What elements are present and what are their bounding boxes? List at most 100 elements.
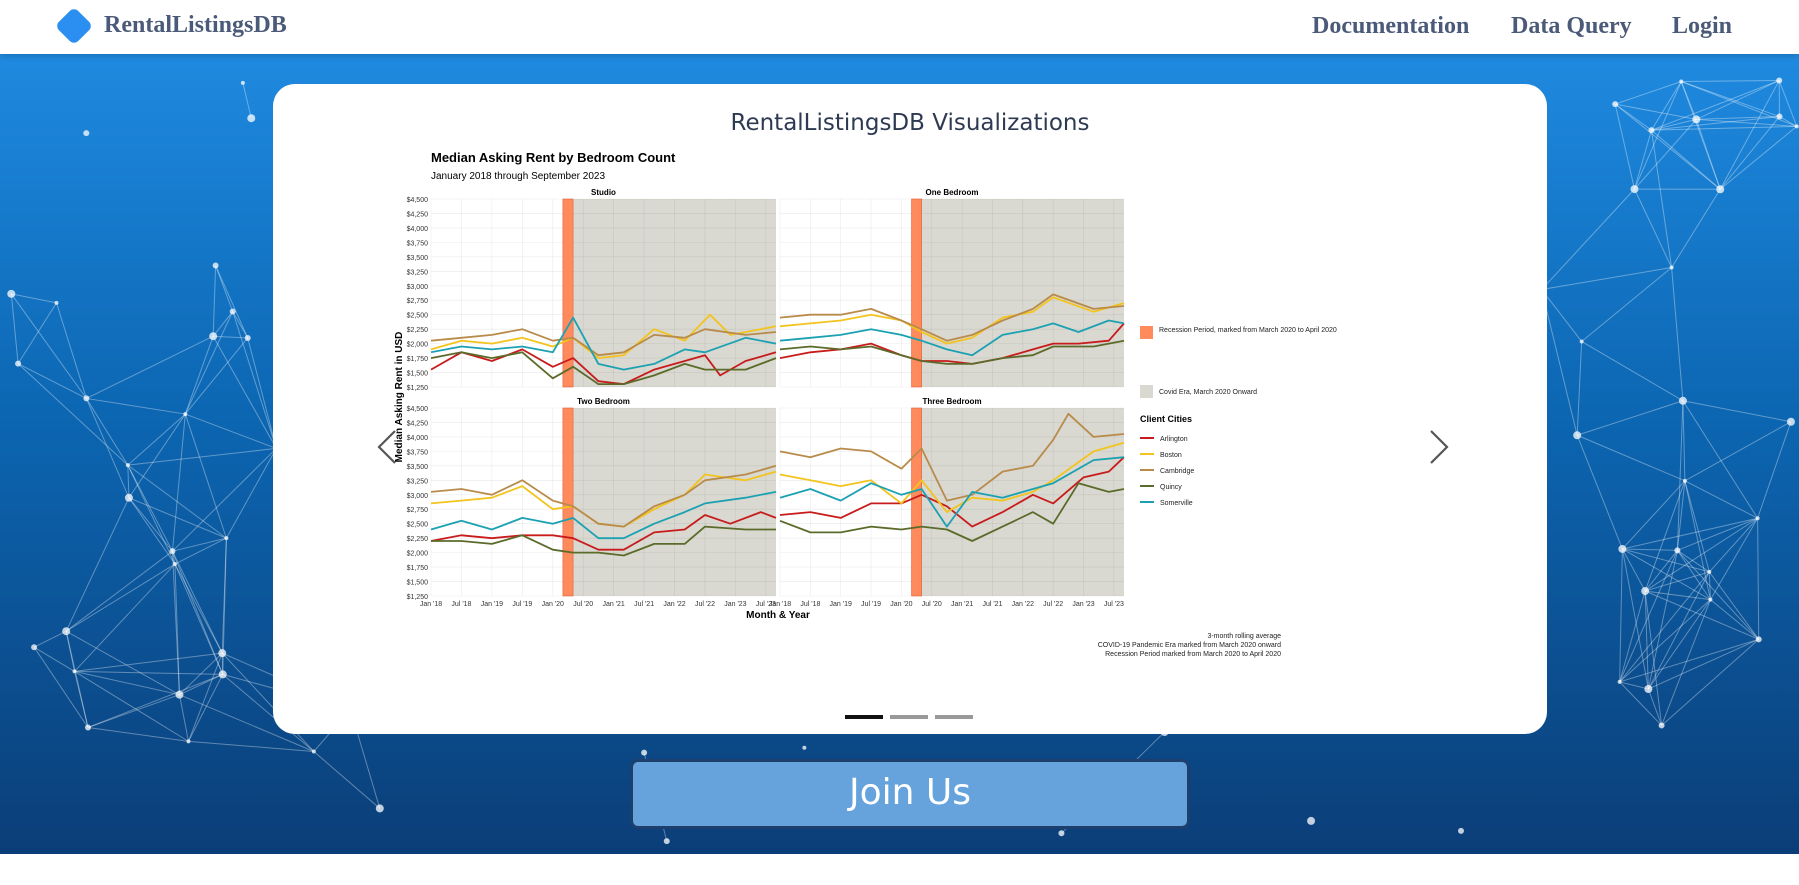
- recession-band: [562, 198, 574, 388]
- join-us-button[interactable]: Join Us: [630, 759, 1190, 829]
- network-line: [1710, 517, 1759, 600]
- recession-band: [911, 407, 922, 597]
- network-node: [1678, 396, 1687, 405]
- network-line: [1651, 118, 1697, 131]
- network-line: [1676, 550, 1711, 600]
- network-line: [171, 550, 224, 675]
- network-line: [1647, 599, 1711, 690]
- network-line: [1684, 480, 1758, 519]
- legend-covid-label: Covid Era, March 2020 Onward: [1159, 389, 1257, 396]
- network-line: [1681, 81, 1797, 127]
- y-tick-label: $3,250: [407, 269, 429, 276]
- network-line: [1695, 119, 1721, 190]
- network-node: [1794, 124, 1799, 129]
- network-node: [1617, 679, 1622, 684]
- network-line: [1644, 590, 1759, 640]
- network-node: [1776, 77, 1783, 84]
- network-line: [128, 497, 173, 552]
- facet-three-bedroom: Three Bedroom Jan '18 Jul '18 Jan '19 Jul '1…: [769, 397, 1125, 608]
- network-line: [188, 740, 314, 752]
- network-line: [17, 363, 129, 466]
- network-line: [225, 448, 277, 539]
- carousel-indicator-3[interactable]: [935, 715, 973, 719]
- network-line: [1676, 480, 1686, 551]
- network-line: [127, 413, 186, 466]
- network-line: [1684, 421, 1792, 482]
- network-line: [1677, 549, 1760, 640]
- series-line-cambridge: [430, 464, 777, 528]
- chevron-right-icon[interactable]: [1423, 427, 1453, 467]
- y-tick-label: $1,750: [407, 565, 429, 572]
- network-line: [127, 464, 227, 539]
- network-line: [1696, 118, 1797, 127]
- carousel-indicator-2[interactable]: [890, 715, 928, 719]
- facet-title: Two Bedroom: [577, 397, 630, 406]
- network-line: [127, 464, 176, 565]
- chart-caption: Recession Period marked from March 2020 …: [1105, 651, 1281, 658]
- network-node: [1307, 816, 1316, 825]
- network-node: [218, 649, 227, 658]
- network-line: [1757, 421, 1792, 519]
- network-line: [188, 652, 223, 742]
- network-node: [1457, 827, 1464, 834]
- nav-data-query[interactable]: Data Query: [1511, 13, 1632, 39]
- series-line-cambridge: [779, 412, 1125, 502]
- network-node: [62, 627, 71, 636]
- series-line-somerville: [779, 456, 1125, 528]
- y-tick-label: $2,250: [407, 327, 429, 334]
- network-line: [174, 563, 223, 654]
- network-line: [1577, 400, 1684, 436]
- network-node: [175, 690, 184, 699]
- network-line: [1619, 681, 1662, 726]
- network-line: [179, 694, 315, 752]
- network-line: [1645, 590, 1711, 601]
- network-line: [1619, 590, 1646, 683]
- network-line: [174, 563, 224, 675]
- carousel-title: RentalListingsDB Visualizations: [730, 110, 1090, 136]
- network-line: [1615, 103, 1697, 120]
- y-tick-label: $4,500: [407, 406, 429, 413]
- y-tick-label: $3,500: [407, 464, 429, 471]
- network-line: [1661, 599, 1711, 726]
- x-tick-label: Jul '19: [861, 601, 881, 608]
- network-line: [1647, 550, 1678, 690]
- network-line: [17, 302, 57, 364]
- network-line: [313, 751, 381, 809]
- brand-link[interactable]: RentalListingsDB: [104, 12, 287, 38]
- network-line: [1614, 103, 1635, 190]
- legend-covid-swatch: [1140, 385, 1153, 398]
- x-tick-label: Jul '18: [800, 601, 820, 608]
- legend-title: Client Cities: [1140, 414, 1192, 424]
- network-line: [1614, 103, 1652, 131]
- chart-legend: Recession Period, marked from March 2020…: [1140, 326, 1337, 507]
- network-node: [1674, 547, 1681, 554]
- network-line: [1682, 400, 1759, 519]
- network-line: [1541, 188, 1635, 290]
- x-tick-label: Jul '20: [922, 601, 942, 608]
- nav-documentation[interactable]: Documentation: [1312, 13, 1470, 39]
- network-line: [74, 652, 223, 672]
- network-line: [1682, 400, 1792, 423]
- legend-recession-swatch: [1140, 326, 1153, 339]
- network-line: [65, 630, 180, 696]
- carousel-indicator-1[interactable]: [845, 715, 883, 719]
- nav-login[interactable]: Login: [1672, 13, 1733, 39]
- network-node: [1644, 685, 1653, 694]
- network-line: [1644, 571, 1710, 592]
- network-line: [1682, 400, 1686, 481]
- network-line: [212, 311, 234, 337]
- y-tick-label: $3,000: [407, 284, 429, 291]
- network-line: [1696, 116, 1780, 120]
- chart-subtitle: January 2018 through September 2023: [431, 171, 605, 182]
- chevron-left-icon[interactable]: [373, 427, 403, 467]
- network-line: [178, 694, 189, 742]
- network-line: [33, 646, 89, 728]
- network-line: [1719, 125, 1798, 190]
- network-line: [1619, 638, 1759, 683]
- network-line: [174, 564, 180, 695]
- x-tick-label: Jul '21: [634, 601, 654, 608]
- y-tick-label: $3,500: [407, 255, 429, 262]
- network-line: [1684, 480, 1711, 600]
- network-line: [174, 537, 227, 565]
- network-node: [1618, 544, 1627, 553]
